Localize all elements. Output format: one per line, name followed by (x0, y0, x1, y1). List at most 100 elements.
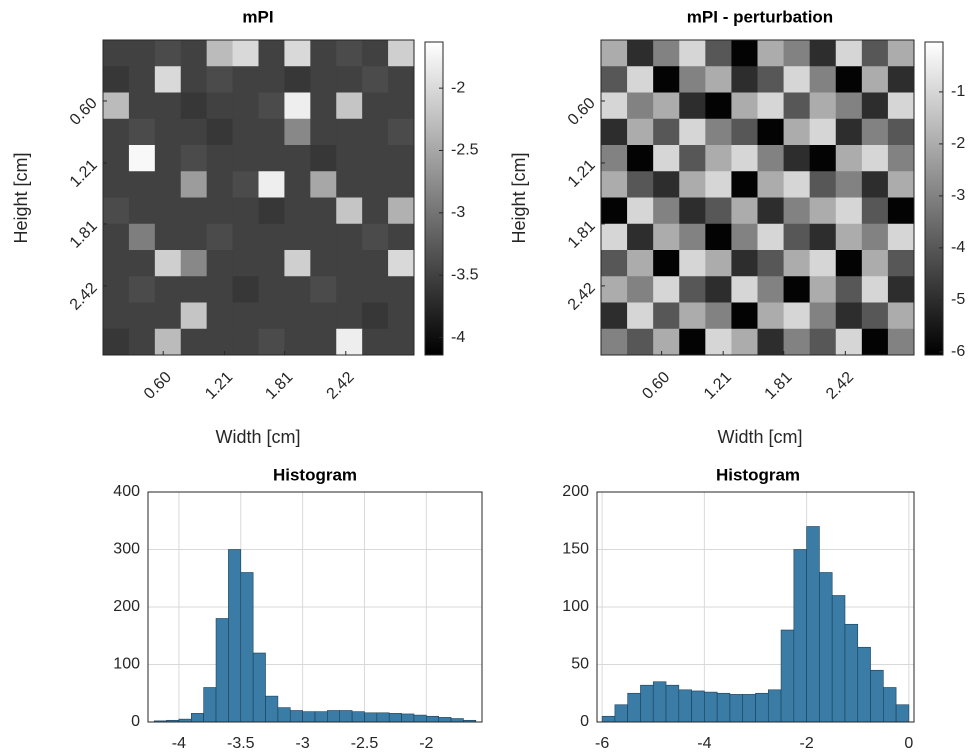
heat-cell (388, 40, 415, 67)
heat-cell (887, 66, 915, 93)
heat-cell (258, 40, 285, 67)
heat-cell (206, 276, 234, 303)
heat-cell (679, 276, 706, 303)
heat-cell (232, 40, 259, 67)
y-tick-label: 2.42 (67, 280, 101, 314)
heat-cell (705, 66, 732, 93)
heat-cell (601, 145, 628, 172)
bar (857, 646, 871, 723)
heat-cell (310, 171, 337, 198)
heat-cell (103, 302, 130, 330)
x-tick-label: 1.21 (701, 369, 735, 403)
heat-cell (128, 171, 156, 198)
heat-cell (705, 276, 732, 303)
heat-cell (154, 40, 182, 67)
x-tick-label: 2.42 (324, 369, 358, 403)
heat-cell (731, 92, 758, 120)
bar (678, 689, 692, 723)
heat-cell (783, 118, 811, 146)
heat-cell (310, 40, 337, 67)
bar (289, 710, 303, 723)
heat-cell (601, 276, 628, 303)
colorbar-tick-label: -3 (451, 204, 465, 221)
heat-cell (206, 92, 234, 120)
heat-cell (861, 302, 889, 330)
heat-cell (258, 145, 285, 172)
y-tick-label: 0.60 (67, 95, 101, 129)
heat-cell (154, 66, 182, 93)
heat-cell (653, 250, 680, 277)
bar (327, 710, 341, 723)
heat-cell (627, 66, 654, 93)
heat-cell (757, 197, 785, 225)
heat-cell (128, 328, 156, 356)
heat-cell (861, 171, 889, 198)
bar (895, 704, 910, 723)
heat-cell (258, 92, 285, 120)
bar (755, 692, 769, 723)
heat-cell (887, 197, 915, 225)
heat-cell (731, 171, 758, 198)
y-tick-label: 100 (562, 598, 589, 615)
bar (401, 713, 415, 723)
heat-cell (388, 328, 415, 356)
heat-cell (284, 145, 311, 172)
heat-cell (362, 250, 389, 277)
plot-frame (147, 491, 483, 723)
heat-cell (757, 250, 785, 277)
y-axis-label: Height [cm] (11, 152, 31, 243)
heat-cell (284, 250, 311, 277)
heat-cell (180, 276, 208, 303)
bar (388, 713, 402, 723)
heat-cell (180, 118, 208, 146)
heat-cell (757, 302, 785, 330)
bar (252, 652, 266, 723)
heat-cell (601, 302, 628, 330)
heat-cell (861, 92, 889, 120)
heat-cell (284, 171, 311, 198)
heat-cell (679, 302, 706, 330)
heat-cell (601, 40, 628, 67)
heat-cell (336, 328, 363, 356)
bar (793, 549, 807, 723)
heat-cell (783, 171, 811, 198)
heat-cell (731, 66, 758, 93)
bar (691, 690, 705, 723)
y-tick-label: 2.42 (565, 280, 599, 314)
x-tick-label: -6 (595, 735, 609, 752)
heat-cell (783, 145, 811, 172)
heat-cell (835, 66, 863, 93)
heat-cell (783, 328, 811, 356)
heat-cell (180, 92, 208, 120)
heat-cell (206, 328, 234, 356)
heat-cell (284, 328, 311, 356)
heat-cell (705, 328, 732, 356)
y-tick-label: 0 (580, 713, 589, 730)
heat-cell (809, 197, 837, 225)
heat-cell (180, 171, 208, 198)
heat-cell (809, 40, 837, 67)
heat-cell (757, 92, 785, 120)
heat-cell (388, 118, 415, 146)
heat-cell (705, 171, 732, 198)
heat-cell (887, 223, 915, 251)
heat-cell (362, 66, 389, 93)
heat-cell (336, 40, 363, 67)
heat-cell (154, 328, 182, 356)
heat-cell (103, 92, 130, 120)
y-tick-label: 100 (113, 656, 140, 673)
heat-cell (103, 145, 130, 172)
x-tick-label: -4 (172, 735, 186, 752)
heat-cell (861, 197, 889, 225)
heat-cell (258, 197, 285, 225)
heat-cell (103, 223, 130, 251)
x-tick-label: 0.60 (141, 369, 175, 403)
heat-cell (284, 223, 311, 251)
heat-cell (835, 302, 863, 330)
bar (351, 711, 365, 723)
heat-cell (731, 145, 758, 172)
bar (190, 713, 204, 723)
heat-cell (336, 66, 363, 93)
heat-cell (310, 145, 337, 172)
heat-cell (284, 118, 311, 146)
